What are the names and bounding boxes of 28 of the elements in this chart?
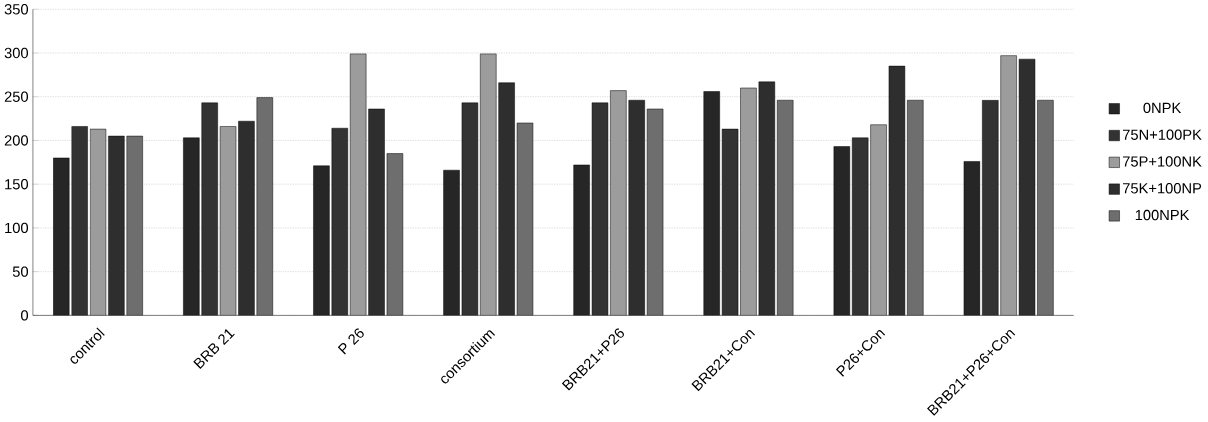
y-tick-label: 350 — [4, 3, 29, 15]
bar — [963, 160, 981, 316]
y-tick-label: 300 — [4, 47, 29, 58]
y-tick-label: 100 — [5, 222, 29, 233]
legend-label: 100NPK — [1135, 209, 1190, 221]
bar — [777, 100, 794, 316]
bar — [907, 100, 924, 316]
bar — [628, 100, 645, 316]
bar — [368, 108, 385, 316]
y-tick-label: 250 — [4, 91, 29, 102]
legend-label: 75K+100NP — [1122, 182, 1202, 194]
bar — [498, 82, 515, 316]
bar — [71, 126, 88, 316]
bar — [238, 121, 255, 316]
y-tick-label: 50 — [12, 266, 29, 277]
y-tick-label: 0 — [21, 309, 29, 321]
legend-label: 75N+100PK — [1122, 129, 1202, 140]
bar — [1037, 99, 1054, 316]
bar — [126, 135, 143, 316]
x-tick-label: P 26 — [337, 328, 364, 355]
y-tick-label: 200 — [4, 135, 29, 146]
bar — [833, 146, 851, 316]
legend-label: 0NPK — [1143, 102, 1182, 113]
bar — [53, 157, 70, 316]
legend-label: 75P+100NK — [1122, 156, 1202, 167]
bar — [108, 135, 125, 316]
y-tick-label: 150 — [5, 178, 29, 190]
bar — [256, 97, 273, 316]
